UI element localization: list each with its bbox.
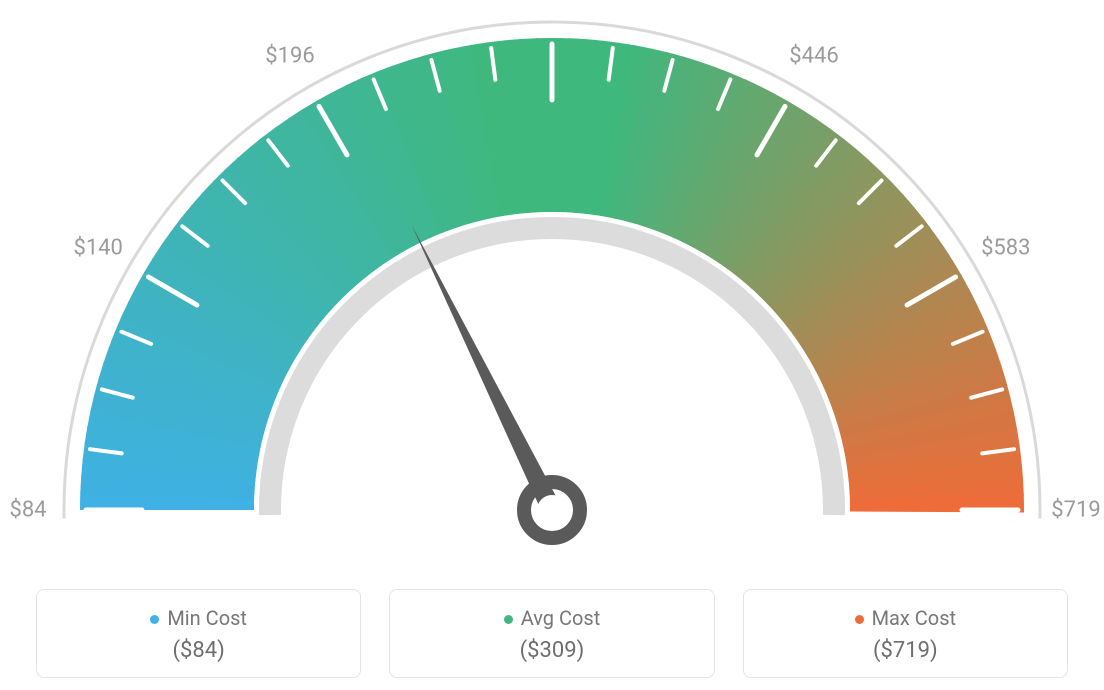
min-cost-dot xyxy=(150,615,159,624)
avg-cost-label: Avg Cost xyxy=(521,606,601,630)
cost-gauge: $84$140$196$309$446$583$719 xyxy=(0,0,1104,560)
max-cost-value: ($719) xyxy=(754,638,1057,663)
gauge-tick-label: $140 xyxy=(73,236,122,261)
min-cost-card: Min Cost ($84) xyxy=(36,589,361,678)
gauge-tick-label: $583 xyxy=(981,236,1030,261)
avg-cost-card: Avg Cost ($309) xyxy=(389,589,714,678)
gauge-tick-label: $446 xyxy=(789,44,838,69)
avg-cost-dot xyxy=(504,615,513,624)
avg-cost-title: Avg Cost xyxy=(400,606,703,630)
max-cost-card: Max Cost ($719) xyxy=(743,589,1068,678)
min-cost-value: ($84) xyxy=(47,638,350,663)
min-cost-label: Min Cost xyxy=(167,606,247,630)
max-cost-label: Max Cost xyxy=(872,606,957,630)
gauge-tick-label: $719 xyxy=(1051,498,1100,523)
max-cost-title: Max Cost xyxy=(754,606,1057,630)
gauge-tick-label: $84 xyxy=(9,498,46,523)
min-cost-title: Min Cost xyxy=(47,606,350,630)
avg-cost-value: ($309) xyxy=(400,638,703,663)
summary-cards: Min Cost ($84) Avg Cost ($309) Max Cost … xyxy=(0,589,1104,678)
gauge-svg xyxy=(0,0,1104,560)
gauge-tick-label: $196 xyxy=(265,44,314,69)
max-cost-dot xyxy=(855,615,864,624)
